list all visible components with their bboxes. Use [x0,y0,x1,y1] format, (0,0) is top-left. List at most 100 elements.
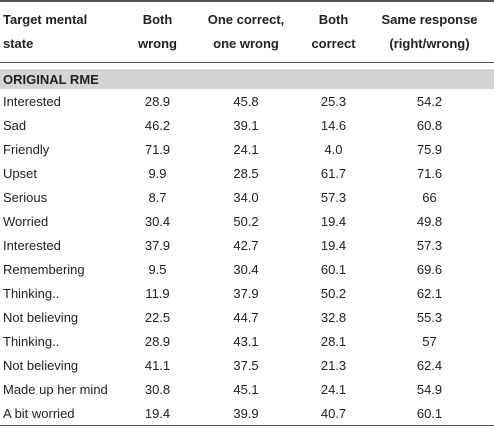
cell: 43.1 [233,333,259,349]
header-line: one wrong [213,36,279,51]
table-body: ORIGINAL RME Interested 28.9 45.8 25.3 54.2 S… [0,63,494,426]
row-label: Not believing [3,357,79,373]
cell: 30.4 [233,261,259,277]
cell: 45.1 [233,381,259,397]
cell: 28.9 [144,333,171,349]
cell: 28.9 [144,93,171,109]
row-label: A bit worried [3,405,75,421]
table-row: Interested 37.9 42.7 19.4 57.3 [0,233,494,257]
header-cell: One correct, one wrong [190,1,302,63]
header-line: Both [318,12,349,27]
table-row: Worried 30.4 50.2 19.4 49.8 [0,209,494,233]
header-cell: Both wrong [125,1,190,63]
cell: 37.5 [233,357,259,373]
table-row: Made up her mind 30.8 45.1 24.1 54.9 [0,377,494,401]
cell: 57.3 [320,189,347,205]
cell: 71.9 [144,141,171,157]
table-row: Thinking.. 28.9 43.1 28.1 57 [0,329,494,353]
cell: 19.4 [320,213,347,229]
cell: 30.4 [144,213,171,229]
cell: 22.5 [144,309,171,325]
header-line: One correct, [207,12,285,27]
header-cell: Target mental state [0,1,125,63]
cell: 30.8 [144,381,171,397]
cell: 32.8 [320,309,347,325]
cell: 46.2 [144,117,171,133]
cell: 45.8 [233,93,259,109]
row-label: Thinking.. [3,285,60,301]
header-line: (right/wrong) [389,36,470,51]
cell: 25.3 [320,93,347,109]
row-label: Remembering [3,261,85,277]
table-row: Not believing 41.1 37.5 21.3 62.4 [0,353,494,377]
header-row: Target mental state Both wrong One correct, o… [0,1,494,63]
cell: 24.1 [233,141,259,157]
cell: 37.9 [144,237,171,253]
cell: 4.0 [324,141,343,157]
cell: 50.2 [320,285,347,301]
cell: 75.9 [416,141,443,157]
section-label: ORIGINAL RME [0,69,494,89]
cell: 14.6 [320,117,347,133]
cell: 44.7 [233,309,259,325]
cell: 57.3 [416,237,443,253]
row-label: Worried [3,213,49,229]
table-row: Thinking.. 11.9 37.9 50.2 62.1 [0,281,494,305]
cell: 62.4 [416,357,443,373]
row-label: Made up her mind [3,381,108,397]
cell: 60.1 [320,261,347,277]
table-row: Not believing 22.5 44.7 32.8 55.3 [0,305,494,329]
cell: 9.5 [148,261,167,277]
table-row: Interested 28.9 45.8 25.3 54.2 [0,89,494,113]
cell: 8.7 [148,189,167,205]
cell: 39.1 [233,117,259,133]
header-line: wrong [138,36,177,51]
cell: 55.3 [416,309,443,325]
row-label: Sad [3,117,27,133]
cell: 66 [422,189,437,205]
row-label: Serious [3,189,48,205]
section-row: ORIGINAL RME [0,69,494,89]
header-line: Both [142,12,173,27]
cell: 71.6 [416,165,443,181]
table-row: Upset 9.9 28.5 61.7 71.6 [0,161,494,185]
cell: 39.9 [233,405,259,421]
header-line: state [3,36,34,51]
cell: 69.6 [416,261,443,277]
cell: 24.1 [320,381,347,397]
table-header: Target mental state Both wrong One correct, o… [0,1,494,63]
table-row: Remembering 9.5 30.4 60.1 69.6 [0,257,494,281]
row-label: Interested [3,237,61,253]
row-label: Not believing [3,309,79,325]
cell: 21.3 [320,357,347,373]
cell: 41.1 [144,357,171,373]
row-label: Friendly [3,141,50,157]
cell: 34.0 [233,189,259,205]
cell: 19.4 [320,237,347,253]
cell: 11.9 [145,285,170,301]
cell: 49.8 [416,213,443,229]
table-row: A bit worried 19.4 39.9 40.7 60.1 [0,401,494,426]
row-label: Interested [3,93,61,109]
cell: 60.1 [416,405,443,421]
cell: 54.2 [416,93,443,109]
header-line: Same response [381,12,478,27]
header-line: correct [311,36,356,51]
header-cell: Both correct [302,1,365,63]
cell: 50.2 [233,213,259,229]
cell: 9.9 [148,165,167,181]
cell: 28.5 [233,165,259,181]
cell: 54.9 [416,381,443,397]
header-line: Target mental [3,12,88,27]
cell: 62.1 [416,285,443,301]
table-row: Friendly 71.9 24.1 4.0 75.9 [0,137,494,161]
row-label: Thinking.. [3,333,60,349]
cell: 60.8 [416,117,443,133]
cell: 61.7 [320,165,347,181]
row-label: Upset [3,165,37,181]
cell: 37.9 [233,285,259,301]
cell: 40.7 [320,405,347,421]
cell: 57 [422,333,437,349]
